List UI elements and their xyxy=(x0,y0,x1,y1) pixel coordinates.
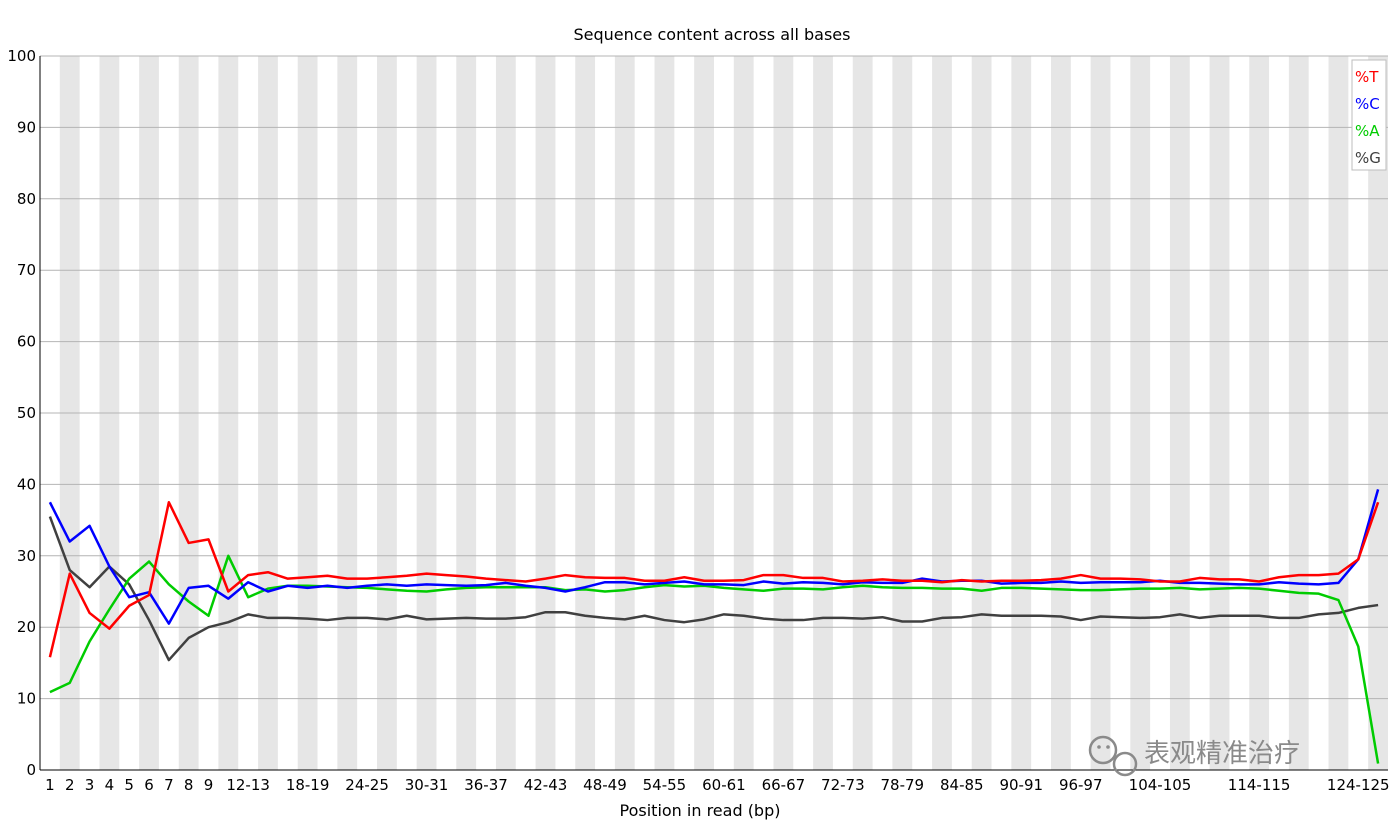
x-tick-78-79: 78-79 xyxy=(881,776,925,794)
y-tick-10: 10 xyxy=(17,690,36,708)
x-tick-3: 3 xyxy=(85,776,95,794)
x-tick-12-13: 12-13 xyxy=(226,776,270,794)
y-tick-0: 0 xyxy=(26,761,36,779)
x-axis-label: Position in read (bp) xyxy=(620,801,781,820)
x-tick-labels: 1 2 3 4 5 6 7 8 9 12-13 18-19 24-25 30-31 36-37 42-43 4… xyxy=(45,776,1389,794)
legend-box xyxy=(1351,59,1387,171)
x-tick-8: 8 xyxy=(184,776,194,794)
x-tick-6: 6 xyxy=(144,776,154,794)
x-tick-72-73: 72-73 xyxy=(821,776,865,794)
y-tick-50: 50 xyxy=(17,404,36,422)
x-tick-54-55: 54-55 xyxy=(643,776,687,794)
x-tick-4: 4 xyxy=(105,776,115,794)
series-line-a xyxy=(49,554,1380,764)
x-tick-9: 9 xyxy=(204,776,214,794)
x-tick-5: 5 xyxy=(124,776,134,794)
series-layer xyxy=(48,489,1380,764)
x-tick-96-97: 96-97 xyxy=(1059,776,1103,794)
y-tick-100: 100 xyxy=(7,47,36,65)
y-tick-90: 90 xyxy=(17,118,36,136)
x-tick-30-31: 30-31 xyxy=(405,776,449,794)
legend-entry-a: %A xyxy=(1355,122,1380,140)
y-tick-20: 20 xyxy=(17,618,36,636)
x-tick-42-43: 42-43 xyxy=(524,776,568,794)
legend: %T %C %A %G xyxy=(1351,59,1387,171)
y-tick-70: 70 xyxy=(17,261,36,279)
y-tick-labels: 0 10 20 30 40 50 60 70 80 90 100 xyxy=(7,47,36,779)
y-tick-40: 40 xyxy=(17,475,36,493)
x-tick-104-105: 104-105 xyxy=(1129,776,1192,794)
series-line-g xyxy=(48,516,1379,662)
series-line-t xyxy=(48,501,1380,658)
x-tick-24-25: 24-25 xyxy=(345,776,389,794)
x-tick-18-19: 18-19 xyxy=(286,776,330,794)
y-tick-60: 60 xyxy=(17,333,36,351)
x-tick-1: 1 xyxy=(45,776,55,794)
legend-entry-g: %G xyxy=(1355,149,1381,167)
x-tick-36-37: 36-37 xyxy=(464,776,508,794)
y-tick-30: 30 xyxy=(17,547,36,565)
x-tick-48-49: 48-49 xyxy=(583,776,627,794)
x-tick-84-85: 84-85 xyxy=(940,776,984,794)
legend-entry-c: %C xyxy=(1355,95,1380,113)
chart-title: Sequence content across all bases xyxy=(574,25,851,44)
watermark: 表观精准治疗 xyxy=(1088,735,1300,777)
chat-bubbles-icon xyxy=(1088,735,1138,777)
x-tick-7: 7 xyxy=(164,776,174,794)
x-tick-124-125: 124-125 xyxy=(1327,776,1390,794)
x-tick-66-67: 66-67 xyxy=(762,776,806,794)
axes xyxy=(39,56,1388,771)
y-tick-80: 80 xyxy=(17,190,36,208)
x-tick-2: 2 xyxy=(65,776,75,794)
x-tick-60-61: 60-61 xyxy=(702,776,746,794)
x-tick-90-91: 90-91 xyxy=(999,776,1043,794)
x-tick-114-115: 114-115 xyxy=(1228,776,1291,794)
watermark-text: 表观精准治疗 xyxy=(1144,739,1300,769)
legend-entry-t: %T xyxy=(1355,68,1379,86)
